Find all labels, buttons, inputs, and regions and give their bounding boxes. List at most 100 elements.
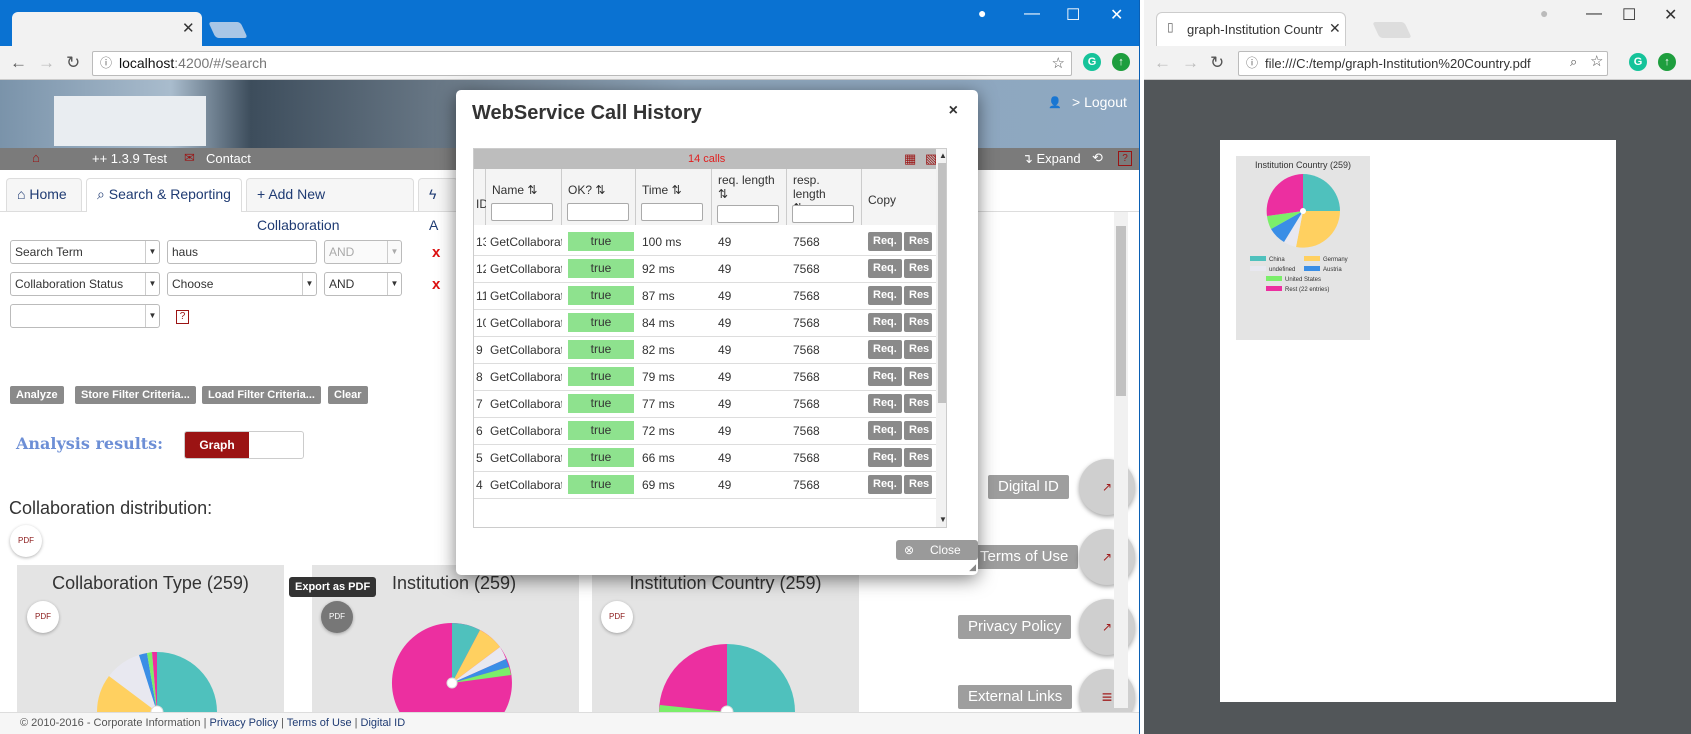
- analyze-button[interactable]: Analyze: [10, 386, 64, 404]
- ok-filter-input[interactable]: [567, 203, 629, 221]
- maximize-icon[interactable]: ☐: [1622, 7, 1637, 24]
- copy-response-button[interactable]: Res: [904, 475, 932, 494]
- footer-privacy-link[interactable]: Privacy Policy: [209, 717, 278, 729]
- history-icon[interactable]: ⟲: [1092, 150, 1103, 165]
- remove-filter-icon[interactable]: x: [432, 244, 441, 261]
- copy-response-button[interactable]: Res: [904, 394, 932, 413]
- modal-close-button[interactable]: ⊗ Close: [896, 540, 978, 560]
- external-links-link[interactable]: External Links: [958, 685, 1073, 709]
- grammarly-icon[interactable]: G: [1629, 53, 1647, 71]
- tab-search-reporting[interactable]: ⌕ Search & Reporting: [86, 178, 242, 212]
- reload-icon[interactable]: ↻: [1210, 53, 1225, 72]
- bookmark-star-icon[interactable]: ☆: [1051, 55, 1065, 72]
- column-header-id[interactable]: ID: [474, 169, 488, 225]
- terms-of-use-link[interactable]: Terms of Use: [970, 545, 1079, 569]
- page-scrollbar[interactable]: [1114, 212, 1128, 708]
- column-header-name[interactable]: Name ⇅: [486, 169, 562, 225]
- home-shortcut-icon[interactable]: ⌂: [32, 150, 40, 165]
- minimize-icon[interactable]: —: [1586, 5, 1602, 22]
- tab-home[interactable]: ⌂ Home: [6, 178, 82, 211]
- copy-request-button[interactable]: Req.: [868, 475, 902, 494]
- reload-icon[interactable]: ↻: [66, 53, 81, 72]
- page-scrollbar-thumb[interactable]: [1116, 226, 1126, 396]
- column-header-req-length[interactable]: req. length ⇅: [712, 169, 787, 225]
- time-filter-input[interactable]: [641, 203, 703, 221]
- contact-link[interactable]: Contact: [206, 151, 251, 166]
- export-pdf-button[interactable]: PDF: [10, 525, 42, 557]
- grammarly-icon[interactable]: G: [1083, 53, 1101, 71]
- profile-icon[interactable]: ●: [1540, 5, 1549, 21]
- profile-icon[interactable]: ●: [978, 5, 987, 21]
- resp-length-filter-input[interactable]: [792, 205, 854, 223]
- copy-response-button[interactable]: Res: [904, 286, 932, 305]
- filter-op-select-1[interactable]: AND ▼: [324, 240, 402, 264]
- filter-field-select-1[interactable]: Search Term ▼: [10, 240, 160, 264]
- zoom-icon[interactable]: ⌕: [1570, 54, 1578, 70]
- new-tab-button[interactable]: [1372, 22, 1412, 38]
- copy-response-button[interactable]: Res: [904, 421, 932, 440]
- filter-help-icon[interactable]: ?: [176, 310, 189, 324]
- back-icon[interactable]: ←: [1154, 53, 1171, 72]
- footer-digital-id-link[interactable]: Digital ID: [360, 717, 406, 729]
- bookmark-star-icon[interactable]: ☆: [1590, 52, 1604, 70]
- back-icon[interactable]: ←: [10, 53, 27, 72]
- forward-icon[interactable]: →: [38, 53, 55, 72]
- graph-toggle-button[interactable]: Graph: [185, 432, 249, 458]
- panel-pdf-button[interactable]: PDF: [601, 601, 633, 633]
- url-input[interactable]: ⓘ localhost:4200/#/search ☆: [92, 51, 1072, 76]
- scroll-up-icon[interactable]: ▲: [939, 151, 947, 160]
- logout-link[interactable]: > Logout: [1072, 94, 1127, 110]
- footer-terms-link[interactable]: Terms of Use: [286, 717, 352, 729]
- export-excel-icon[interactable]: ▦: [904, 151, 917, 166]
- close-window-icon[interactable]: ✕: [1110, 7, 1124, 24]
- panel-pdf-button[interactable]: PDF: [321, 601, 353, 633]
- copy-request-button[interactable]: Req.: [868, 313, 902, 332]
- name-filter-input[interactable]: [491, 203, 553, 221]
- maximize-icon[interactable]: ☐: [1066, 7, 1081, 24]
- modal-close-icon[interactable]: ×: [948, 102, 958, 119]
- copy-response-button[interactable]: Res: [904, 259, 932, 278]
- copy-request-button[interactable]: Req.: [868, 394, 902, 413]
- privacy-policy-link[interactable]: Privacy Policy: [958, 615, 1072, 639]
- expand-link[interactable]: ↴ Expand: [1022, 151, 1081, 166]
- load-filter-button[interactable]: Load Filter Criteria...: [202, 386, 321, 404]
- browser-tab-active[interactable]: ✕: [12, 12, 202, 46]
- panel-pdf-button[interactable]: PDF: [27, 601, 59, 633]
- extension-upload-icon[interactable]: ↑: [1112, 53, 1130, 71]
- digital-id-link[interactable]: Digital ID: [988, 475, 1069, 499]
- copy-response-button[interactable]: Res: [904, 340, 932, 359]
- copy-response-button[interactable]: Res: [904, 232, 932, 251]
- forward-icon[interactable]: →: [1182, 53, 1199, 72]
- copy-request-button[interactable]: Req.: [868, 421, 902, 440]
- close-tab-icon[interactable]: ✕: [182, 20, 195, 37]
- resize-handle-icon[interactable]: ◢: [969, 562, 976, 572]
- close-window-icon[interactable]: ✕: [1664, 7, 1678, 24]
- table-scrollbar-thumb[interactable]: [938, 163, 946, 403]
- copy-request-button[interactable]: Req.: [868, 232, 902, 251]
- copy-request-button[interactable]: Req.: [868, 259, 902, 278]
- help-icon[interactable]: ?: [1118, 151, 1132, 166]
- pdf-url-input[interactable]: ⓘ file:///C:/temp/graph-Institution%20Co…: [1238, 51, 1608, 76]
- column-header-time[interactable]: Time ⇅: [636, 169, 712, 225]
- req-length-filter-input[interactable]: [717, 205, 779, 223]
- tab-more[interactable]: ϟ A: [418, 178, 458, 233]
- clear-history-icon[interactable]: ▧: [925, 151, 938, 166]
- clear-button[interactable]: Clear: [328, 386, 368, 404]
- remove-filter-icon[interactable]: x: [432, 276, 441, 293]
- scroll-down-icon[interactable]: ▼: [939, 515, 947, 524]
- minimize-icon[interactable]: —: [1024, 5, 1040, 22]
- filter-op-select-2[interactable]: AND ▼: [324, 272, 402, 296]
- close-tab-icon[interactable]: ✕: [1329, 20, 1341, 36]
- filter-value-select-2[interactable]: Choose ▼: [167, 272, 317, 296]
- store-filter-button[interactable]: Store Filter Criteria...: [75, 386, 196, 404]
- filter-field-select-3[interactable]: ▼: [10, 304, 160, 328]
- tab-add-collaboration[interactable]: + Add New Collaboration: [246, 178, 414, 233]
- new-tab-button[interactable]: [208, 22, 248, 38]
- filter-field-select-2[interactable]: Collaboration Status ▼: [10, 272, 160, 296]
- copy-request-button[interactable]: Req.: [868, 286, 902, 305]
- table-scrollbar[interactable]: ▲ ▼: [936, 149, 947, 527]
- copy-request-button[interactable]: Req.: [868, 448, 902, 467]
- copy-response-button[interactable]: Res: [904, 448, 932, 467]
- column-header-ok[interactable]: OK? ⇅: [562, 169, 636, 225]
- copy-response-button[interactable]: Res: [904, 313, 932, 332]
